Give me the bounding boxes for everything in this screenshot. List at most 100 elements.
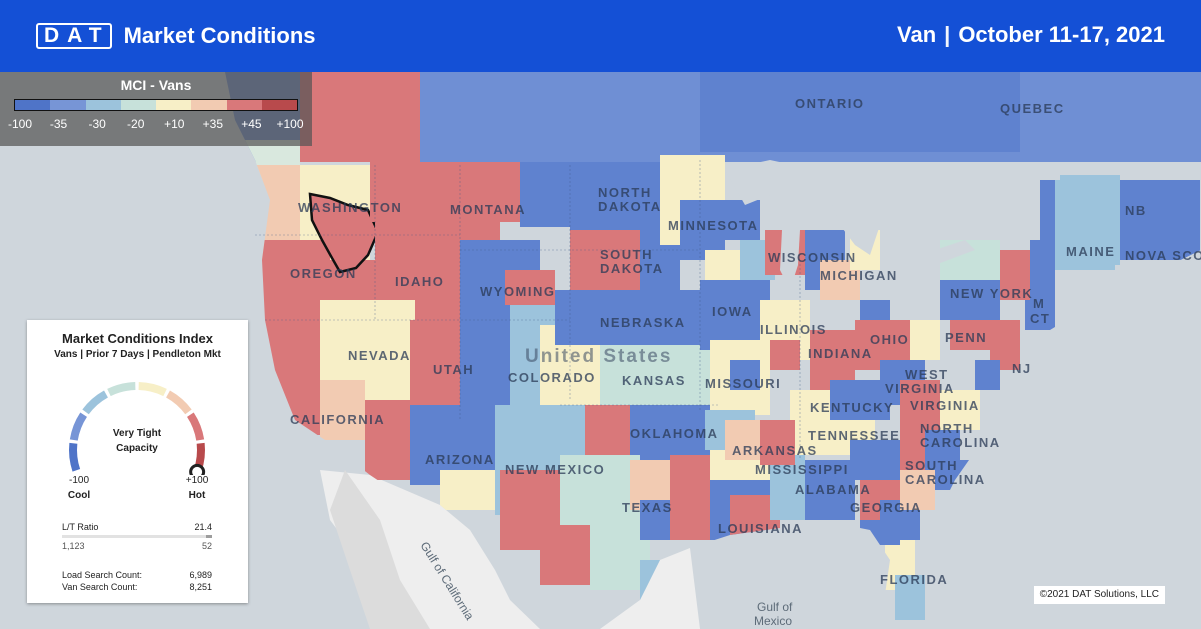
label-quebec: QUEBEC (1000, 101, 1065, 116)
lt-ratio-value: 21.4 (194, 522, 212, 532)
label-georgia: GEORGIA (850, 500, 922, 515)
mci-legend: MCI - Vans -100 -35 -30 -20 +10 +35 +45 +100 (0, 72, 312, 146)
label-texas: TEXAS (622, 500, 673, 515)
loads-trucks-row: 1,123 52 (62, 541, 212, 551)
label-ma: M (1033, 296, 1045, 311)
card-subtitle: Vans | Prior 7 Days | Pendleton Mkt (54, 349, 221, 360)
label-north-dakota-2: DAKOTA (598, 199, 662, 214)
state-borders (255, 160, 801, 460)
mci-scale-segment (261, 100, 297, 110)
label-north-carolina: NORTH (920, 421, 974, 436)
van-search-label: Van Search Count: (62, 582, 138, 592)
gauge-max-value: +100 (185, 475, 209, 486)
gauge-segment (69, 442, 81, 472)
date-range: October 11-17, 2021 (958, 22, 1165, 47)
mci-color-scale (14, 99, 298, 111)
mci-gauge (69, 382, 206, 475)
label-west-virginia-2: VIRGINIA (885, 381, 955, 396)
label-wisconsin: WISCONSIN (768, 250, 857, 265)
label-michigan: MICHIGAN (820, 268, 898, 283)
label-arkansas: ARKANSAS (732, 443, 818, 458)
label-nj: NJ (1012, 361, 1032, 376)
label-montana: MONTANA (450, 202, 526, 217)
gauge-status-text: Very Tight Capacity (87, 426, 187, 456)
header-separator: | (944, 22, 951, 47)
gauge-min-label: Cool (67, 490, 91, 501)
gauge-segment (107, 382, 136, 397)
mci-scale-segment (191, 100, 227, 110)
mci-tick-label: -100 (7, 117, 33, 131)
gauge-min-value: -100 (68, 475, 89, 486)
logo-text: DAT (44, 24, 110, 47)
mci-tick-label: +35 (202, 117, 224, 131)
mci-scale-segment (85, 100, 121, 110)
label-colorado: COLORADO (508, 370, 596, 385)
label-nb: NB (1125, 203, 1147, 218)
label-wyoming: WYOMING (480, 284, 556, 299)
lt-ratio-bar (62, 535, 212, 538)
label-illinois: ILLINOIS (760, 322, 827, 337)
trucks-value: 52 (201, 541, 212, 551)
label-south-dakota-2: DAKOTA (600, 261, 664, 276)
label-west-virginia: WEST (905, 367, 949, 382)
gauge-segment (69, 412, 88, 441)
mci-scale-segment (226, 100, 262, 110)
label-tennessee: TENNESSEE (808, 428, 900, 443)
load-search-row: Load Search Count: 6,989 (62, 570, 212, 580)
gauge-label-line-1: Very Tight (112, 428, 162, 439)
load-search-label: Load Search Count: (62, 570, 143, 580)
label-virginia: VIRGINIA (910, 398, 980, 413)
lt-ratio-bar-fill (206, 535, 212, 538)
label-nova-scotia: NOVA SCO (1125, 248, 1201, 263)
mci-tick-label: -20 (127, 117, 145, 131)
label-idaho: IDAHO (395, 274, 444, 289)
market-map[interactable]: ONTARIO QUEBEC NB NOVA SCO MAINE WASHING… (0, 72, 1201, 629)
label-utah: UTAH (433, 362, 474, 377)
label-new-york: NEW YORK (950, 286, 1033, 301)
van-search-row: Van Search Count: 8,251 (62, 582, 212, 592)
gauge-indicator (189, 463, 206, 475)
header-context: Van | October 11-17, 2021 (897, 22, 1165, 48)
region-fills (225, 72, 1201, 620)
gauge-segment (165, 390, 192, 415)
gauge-segment (138, 382, 167, 397)
mci-tick-label: -30 (88, 117, 106, 131)
dat-logo: DAT (36, 23, 112, 49)
mci-tick-label: -35 (49, 117, 68, 131)
label-ontario: ONTARIO (795, 96, 864, 111)
label-united-states: United States (525, 346, 672, 367)
header-bar: DAT Market Conditions Van | October 11-1… (0, 0, 1201, 72)
label-florida: FLORIDA (880, 572, 948, 587)
label-south-carolina-2: CAROLINA (905, 472, 986, 487)
mci-tick-labels: -100 -35 -30 -20 +10 +35 +45 +100 (0, 117, 312, 133)
equipment-type: Van (897, 22, 937, 47)
gauge-max-label: Hot (188, 490, 206, 501)
label-oklahoma: OKLAHOMA (630, 426, 719, 441)
label-ct: CT (1030, 311, 1050, 326)
label-maine: MAINE (1066, 244, 1115, 259)
mci-scale-segment (120, 100, 156, 110)
lt-ratio-row: L/T Ratio 21.4 (62, 522, 212, 532)
mci-scale-segment (156, 100, 192, 110)
label-minnesota: MINNESOTA (668, 218, 759, 233)
label-mississippi: MISSISSIPPI (755, 462, 849, 477)
copyright-notice: ©2021 DAT Solutions, LLC (1033, 586, 1165, 604)
label-south-dakota: SOUTH (600, 247, 653, 262)
label-north-carolina-2: CAROLINA (920, 435, 1001, 450)
label-north-dakota: NORTH (598, 185, 652, 200)
loads-value: 1,123 (62, 541, 85, 551)
label-washington: WASHINGTON (298, 200, 402, 215)
load-search-value: 6,989 (189, 570, 212, 580)
gauge-segment (186, 412, 205, 441)
label-nebraska: NEBRASKA (600, 315, 686, 330)
label-california: CALIFORNIA (290, 412, 385, 427)
card-title: Market Conditions Index (62, 331, 213, 346)
label-indiana: INDIANA (808, 346, 873, 361)
mci-scale-segment (15, 100, 51, 110)
gauge-segment (82, 390, 109, 415)
label-alabama: ALABAMA (795, 482, 871, 497)
label-louisiana: LOUISIANA (718, 521, 803, 536)
label-nevada: NEVADA (348, 348, 411, 363)
market-conditions-card: Market Conditions Index Vans | Prior 7 D… (27, 320, 248, 603)
page-title: Market Conditions (123, 23, 316, 48)
